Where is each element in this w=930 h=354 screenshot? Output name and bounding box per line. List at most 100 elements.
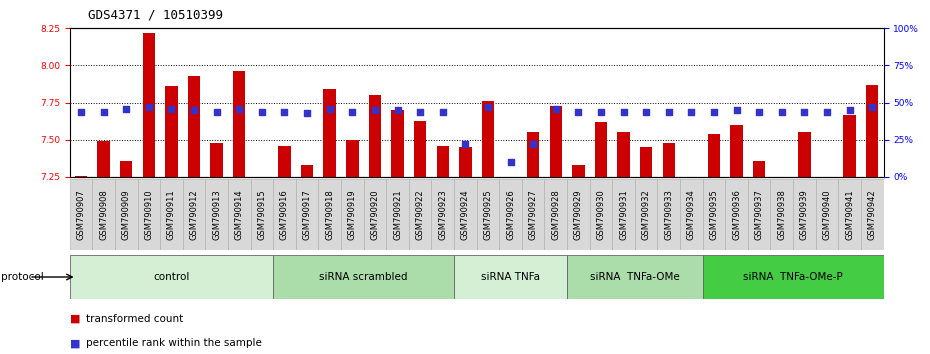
Bar (680, 179, 703, 250)
Point (481, 104, 496, 110)
Bar (454, 179, 476, 250)
Text: siRNA scrambled: siRNA scrambled (319, 272, 408, 282)
Bar (612, 179, 635, 250)
Bar (753, 161, 765, 177)
Text: GSM790930: GSM790930 (596, 189, 605, 240)
Bar (770, 179, 793, 250)
Text: GSM790942: GSM790942 (868, 189, 877, 240)
Point (865, 104, 880, 110)
Bar (160, 179, 183, 250)
Text: control: control (153, 272, 190, 282)
Point (751, 109, 766, 114)
Bar (798, 132, 811, 177)
Point (164, 106, 179, 112)
Bar (206, 179, 228, 250)
Text: GSM790926: GSM790926 (506, 189, 515, 240)
Text: GSM790913: GSM790913 (212, 189, 221, 240)
Text: GSM790916: GSM790916 (280, 189, 289, 240)
Bar (432, 179, 454, 250)
Text: GSM790912: GSM790912 (190, 189, 199, 240)
Bar (567, 179, 590, 250)
Bar (725, 179, 748, 250)
Bar (590, 179, 612, 250)
Text: siRNA  TNFa-OMe: siRNA TNFa-OMe (590, 272, 680, 282)
Bar (250, 179, 273, 250)
Text: GSM790914: GSM790914 (234, 189, 244, 240)
Bar (816, 179, 838, 250)
Point (413, 109, 428, 114)
Text: GSM790938: GSM790938 (777, 189, 786, 240)
Point (503, 159, 518, 165)
Text: siRNA TNFa: siRNA TNFa (481, 272, 540, 282)
Text: GSM790920: GSM790920 (370, 189, 379, 240)
Text: GSM790918: GSM790918 (326, 189, 334, 240)
Text: percentile rank within the sample: percentile rank within the sample (86, 338, 262, 348)
Point (277, 109, 292, 114)
Bar (364, 179, 386, 250)
Bar (436, 146, 449, 177)
Bar (499, 179, 522, 250)
Text: GSM790911: GSM790911 (167, 189, 176, 240)
Text: GSM790935: GSM790935 (710, 189, 719, 240)
Bar (115, 179, 138, 250)
Bar (409, 179, 432, 250)
Bar (233, 72, 246, 177)
Bar (296, 179, 318, 250)
Bar (414, 120, 426, 177)
Bar (346, 140, 359, 177)
Text: GSM790909: GSM790909 (122, 189, 131, 240)
Bar (454, 255, 567, 299)
Bar (459, 147, 472, 177)
Bar (476, 179, 499, 250)
Bar (273, 255, 454, 299)
Text: GSM790907: GSM790907 (76, 189, 86, 240)
Point (616, 109, 631, 114)
Bar (70, 255, 273, 299)
Bar (793, 179, 816, 250)
Bar (522, 179, 544, 250)
Bar (572, 165, 585, 177)
Text: siRNA  TNFa-OMe-P: siRNA TNFa-OMe-P (743, 272, 843, 282)
Bar (92, 179, 115, 250)
Bar (386, 179, 409, 250)
Bar (703, 255, 884, 299)
Text: GSM790931: GSM790931 (619, 189, 628, 240)
Point (232, 106, 246, 112)
Point (729, 107, 744, 113)
Bar (504, 177, 517, 192)
Text: GSM790925: GSM790925 (484, 189, 492, 240)
Point (525, 142, 540, 147)
Point (390, 107, 405, 113)
Bar (658, 179, 680, 250)
Bar (567, 255, 703, 299)
Point (73, 109, 88, 114)
Point (299, 110, 314, 116)
Point (345, 109, 360, 114)
Point (639, 109, 654, 114)
Bar (120, 161, 132, 177)
Point (684, 109, 698, 114)
Bar (594, 122, 607, 177)
Bar (776, 177, 788, 196)
Text: transformed count: transformed count (86, 314, 184, 324)
Text: GSM790924: GSM790924 (461, 189, 470, 240)
Bar (821, 177, 833, 182)
Bar (844, 115, 856, 177)
Point (96, 109, 111, 114)
Text: protocol: protocol (1, 272, 44, 282)
Text: GSM790921: GSM790921 (393, 189, 402, 240)
Point (255, 109, 270, 114)
Bar (708, 134, 720, 177)
Text: GSM790932: GSM790932 (642, 189, 651, 240)
Point (593, 109, 608, 114)
Point (549, 106, 564, 112)
Point (797, 109, 812, 114)
Bar (662, 143, 675, 177)
Bar (640, 147, 652, 177)
Text: GSM790915: GSM790915 (258, 189, 266, 240)
Text: GDS4371 / 10510399: GDS4371 / 10510399 (88, 9, 223, 22)
Text: GSM790923: GSM790923 (438, 189, 447, 240)
Bar (70, 179, 92, 250)
Text: GSM790922: GSM790922 (416, 189, 425, 240)
Bar (635, 179, 658, 250)
